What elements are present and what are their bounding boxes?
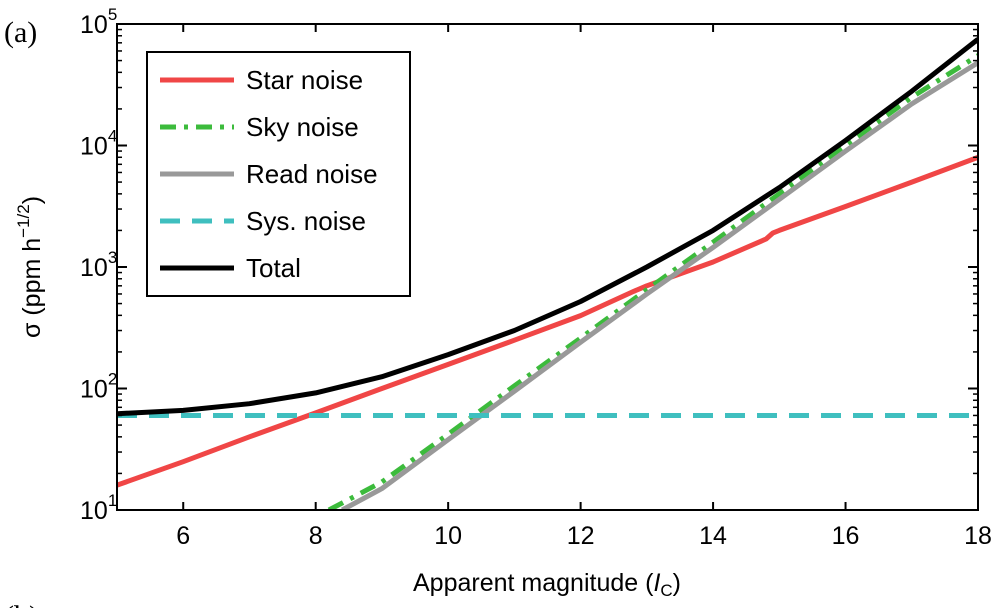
x-axis-title-sub: C — [660, 581, 672, 600]
series-layer — [117, 37, 978, 510]
ticks-layer: 6 8 10 12 14 16 18 101 102 103 104 105 — [80, 5, 992, 550]
series-line-star-noise — [117, 154, 978, 488]
legend-label-sys-noise: Sys. noise — [246, 206, 366, 236]
legend-label-total: Total — [246, 253, 301, 283]
panel-label-a: (a) — [4, 16, 37, 49]
y-axis-title: σ (ppm h−1/2) — [14, 196, 46, 338]
x-tick-label: 16 — [832, 522, 860, 550]
y-tick-label: 103 — [80, 248, 117, 282]
x-axis-title-text: Apparent magnitude ( — [413, 569, 654, 597]
series-line-total — [117, 37, 978, 417]
legend-items: Star noise Sky noise Read noise Sys. noise T… — [160, 65, 378, 283]
legend-label-sky-noise: Sky noise — [246, 112, 359, 142]
x-axis-title-close: ) — [673, 569, 681, 597]
x-tick-label: 10 — [434, 522, 462, 550]
y-tick-label: 102 — [80, 370, 117, 404]
legend: Star noise Sky noise Read noise Sys. noise T… — [146, 51, 411, 297]
legend-label-read-noise: Read noise — [246, 159, 378, 189]
series-line-read-noise — [341, 60, 978, 510]
x-tick-label: 8 — [309, 522, 323, 550]
panel-label-b: (b) — [4, 600, 39, 608]
y-axis-title-text: σ (ppm h — [18, 238, 46, 338]
x-tick-label: 18 — [964, 522, 992, 550]
y-axis-title-close: ) — [18, 196, 46, 204]
y-tick-label: 104 — [80, 127, 117, 161]
x-axis-title: Apparent magnitude (IC) — [413, 569, 681, 600]
x-tick-label: 12 — [567, 522, 595, 550]
y-tick-label: 101 — [80, 491, 117, 525]
x-axis-title-italic: I — [653, 569, 660, 597]
series-line-sky-noise — [327, 53, 978, 510]
y-axis-title-sup: −1/2 — [14, 204, 33, 238]
x-tick-label: 14 — [699, 522, 727, 550]
legend-label-star-noise: Star noise — [246, 65, 363, 95]
x-tick-label: 6 — [176, 522, 190, 550]
y-tick-label: 105 — [80, 5, 117, 39]
